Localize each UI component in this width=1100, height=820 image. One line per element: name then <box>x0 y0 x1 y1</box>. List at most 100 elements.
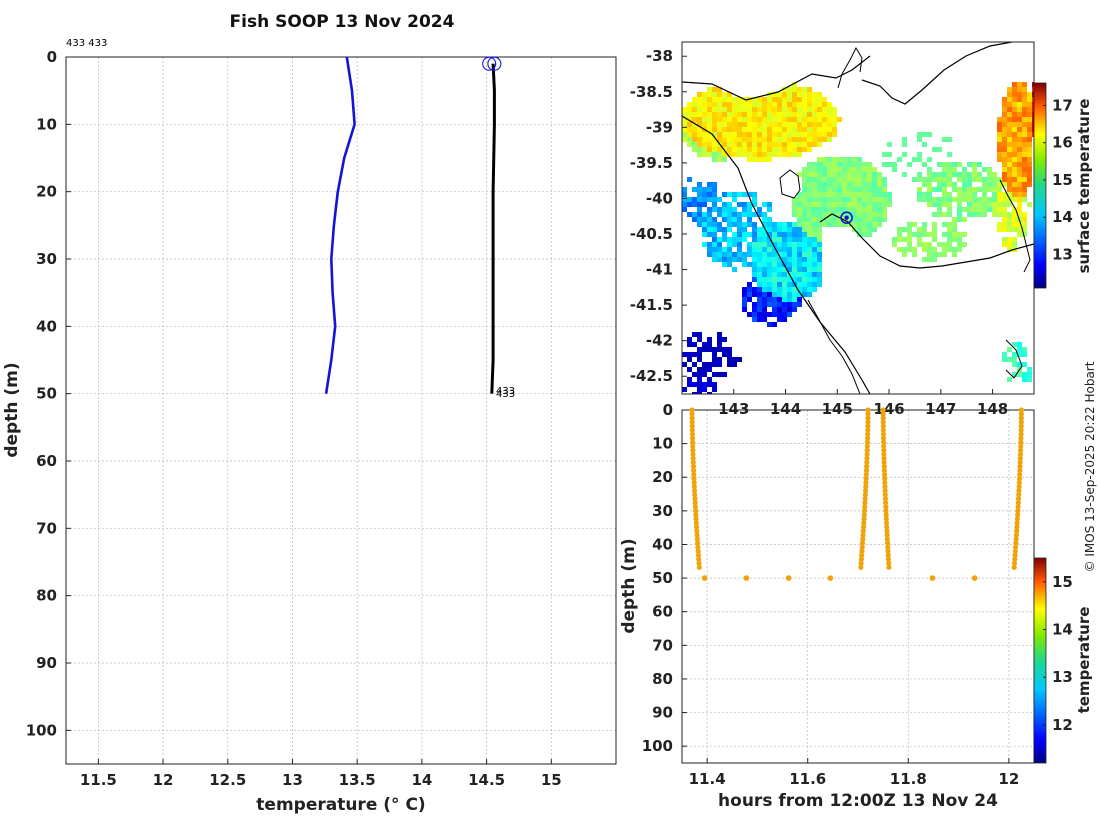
sst-cell <box>717 107 722 112</box>
timeseries-x-tick-label: 12 <box>998 770 1019 788</box>
sst-cell <box>697 187 702 192</box>
sst-cell <box>887 202 892 207</box>
sst-cell <box>1027 127 1032 132</box>
sst-cell <box>1027 142 1032 147</box>
sst-cell <box>702 102 707 107</box>
sst-cell <box>812 257 817 262</box>
timeseries-point <box>861 520 867 526</box>
sst-cell <box>937 172 942 177</box>
sst-cell <box>727 347 732 352</box>
sst-cell <box>1012 102 1017 107</box>
sst-cell <box>737 137 742 142</box>
sst-cell <box>1027 377 1032 382</box>
sst-cell <box>702 132 707 137</box>
sst-cell <box>952 172 957 177</box>
sst-cell <box>782 257 787 262</box>
sst-cell <box>772 232 777 237</box>
sst-cell <box>1022 162 1027 167</box>
sst-cell <box>1007 127 1012 132</box>
sst-cell <box>852 217 857 222</box>
sst-cell <box>857 217 862 222</box>
sst-cell <box>927 177 932 182</box>
timeseries-point <box>862 492 868 498</box>
timeseries-point <box>695 552 702 558</box>
sst-cell <box>777 267 782 272</box>
sst-cell <box>977 162 982 167</box>
map-colorbar-tick-label: 17 <box>1052 96 1073 114</box>
timeseries-point <box>1013 540 1019 546</box>
sst-cell <box>717 152 722 157</box>
sst-cell <box>1012 82 1017 87</box>
sst-cell <box>827 187 832 192</box>
sst-cell <box>702 112 707 117</box>
sst-cell <box>697 337 702 342</box>
sst-cell <box>752 202 757 207</box>
sst-cell <box>822 192 827 197</box>
sst-cell <box>817 192 822 197</box>
sst-cell <box>1012 157 1017 162</box>
timeseries-point <box>859 544 865 550</box>
sst-cell <box>782 117 787 122</box>
sst-cell <box>762 152 767 157</box>
sst-cell <box>757 227 762 232</box>
sst-cell <box>747 222 752 227</box>
sst-cell <box>732 252 737 257</box>
sst-cell <box>792 117 797 122</box>
timeseries-point <box>860 528 866 534</box>
sst-cell <box>882 182 887 187</box>
sst-cell <box>807 87 812 92</box>
sst-cell <box>977 212 982 217</box>
sst-cell <box>807 177 812 182</box>
sst-cell <box>942 187 947 192</box>
sst-cell <box>927 202 932 207</box>
sst-cell <box>852 222 857 227</box>
sst-cell <box>907 232 912 237</box>
sst-cell <box>827 112 832 117</box>
sst-cell <box>807 217 812 222</box>
sst-cell <box>932 222 937 227</box>
sst-cell <box>787 147 792 152</box>
sst-cell <box>807 117 812 122</box>
sst-cell <box>712 102 717 107</box>
sst-cell <box>772 237 777 242</box>
sst-cell <box>797 237 802 242</box>
sst-cell <box>1002 107 1007 112</box>
sst-cell <box>752 142 757 147</box>
sst-cell <box>842 182 847 187</box>
sst-cell <box>1002 97 1007 102</box>
profile-y-tick-label: 100 <box>26 721 57 739</box>
sst-cell <box>687 357 692 362</box>
sst-cell <box>857 202 862 207</box>
sst-cell <box>852 207 857 212</box>
sst-cell <box>967 172 972 177</box>
sst-cell <box>952 237 957 242</box>
coastline-peninsula <box>837 46 863 89</box>
map-location-dot <box>844 215 849 220</box>
sst-cell <box>692 362 697 367</box>
sst-cell <box>812 237 817 242</box>
sst-cell <box>962 197 967 202</box>
sst-cell <box>712 197 717 202</box>
timeseries-x-tick-label: 11.6 <box>789 770 826 788</box>
sst-cell <box>757 252 762 257</box>
timeseries-point <box>882 496 889 502</box>
sst-cell <box>907 227 912 232</box>
sst-cell <box>1022 192 1027 197</box>
sst-cell <box>697 217 702 222</box>
sst-cell <box>687 132 692 137</box>
sst-cell <box>697 147 702 152</box>
sst-cell <box>707 132 712 137</box>
sst-cell <box>917 232 922 237</box>
sst-cell <box>717 222 722 227</box>
sst-cell <box>762 317 767 322</box>
sst-cell <box>857 207 862 212</box>
sst-cell <box>1022 137 1027 142</box>
sst-cell <box>927 157 932 162</box>
sst-cell <box>782 147 787 152</box>
sst-cell <box>762 147 767 152</box>
sst-cell <box>947 207 952 212</box>
sst-cell <box>987 207 992 212</box>
sst-cell <box>832 172 837 177</box>
sst-cell <box>947 237 952 242</box>
sst-cell <box>747 137 752 142</box>
